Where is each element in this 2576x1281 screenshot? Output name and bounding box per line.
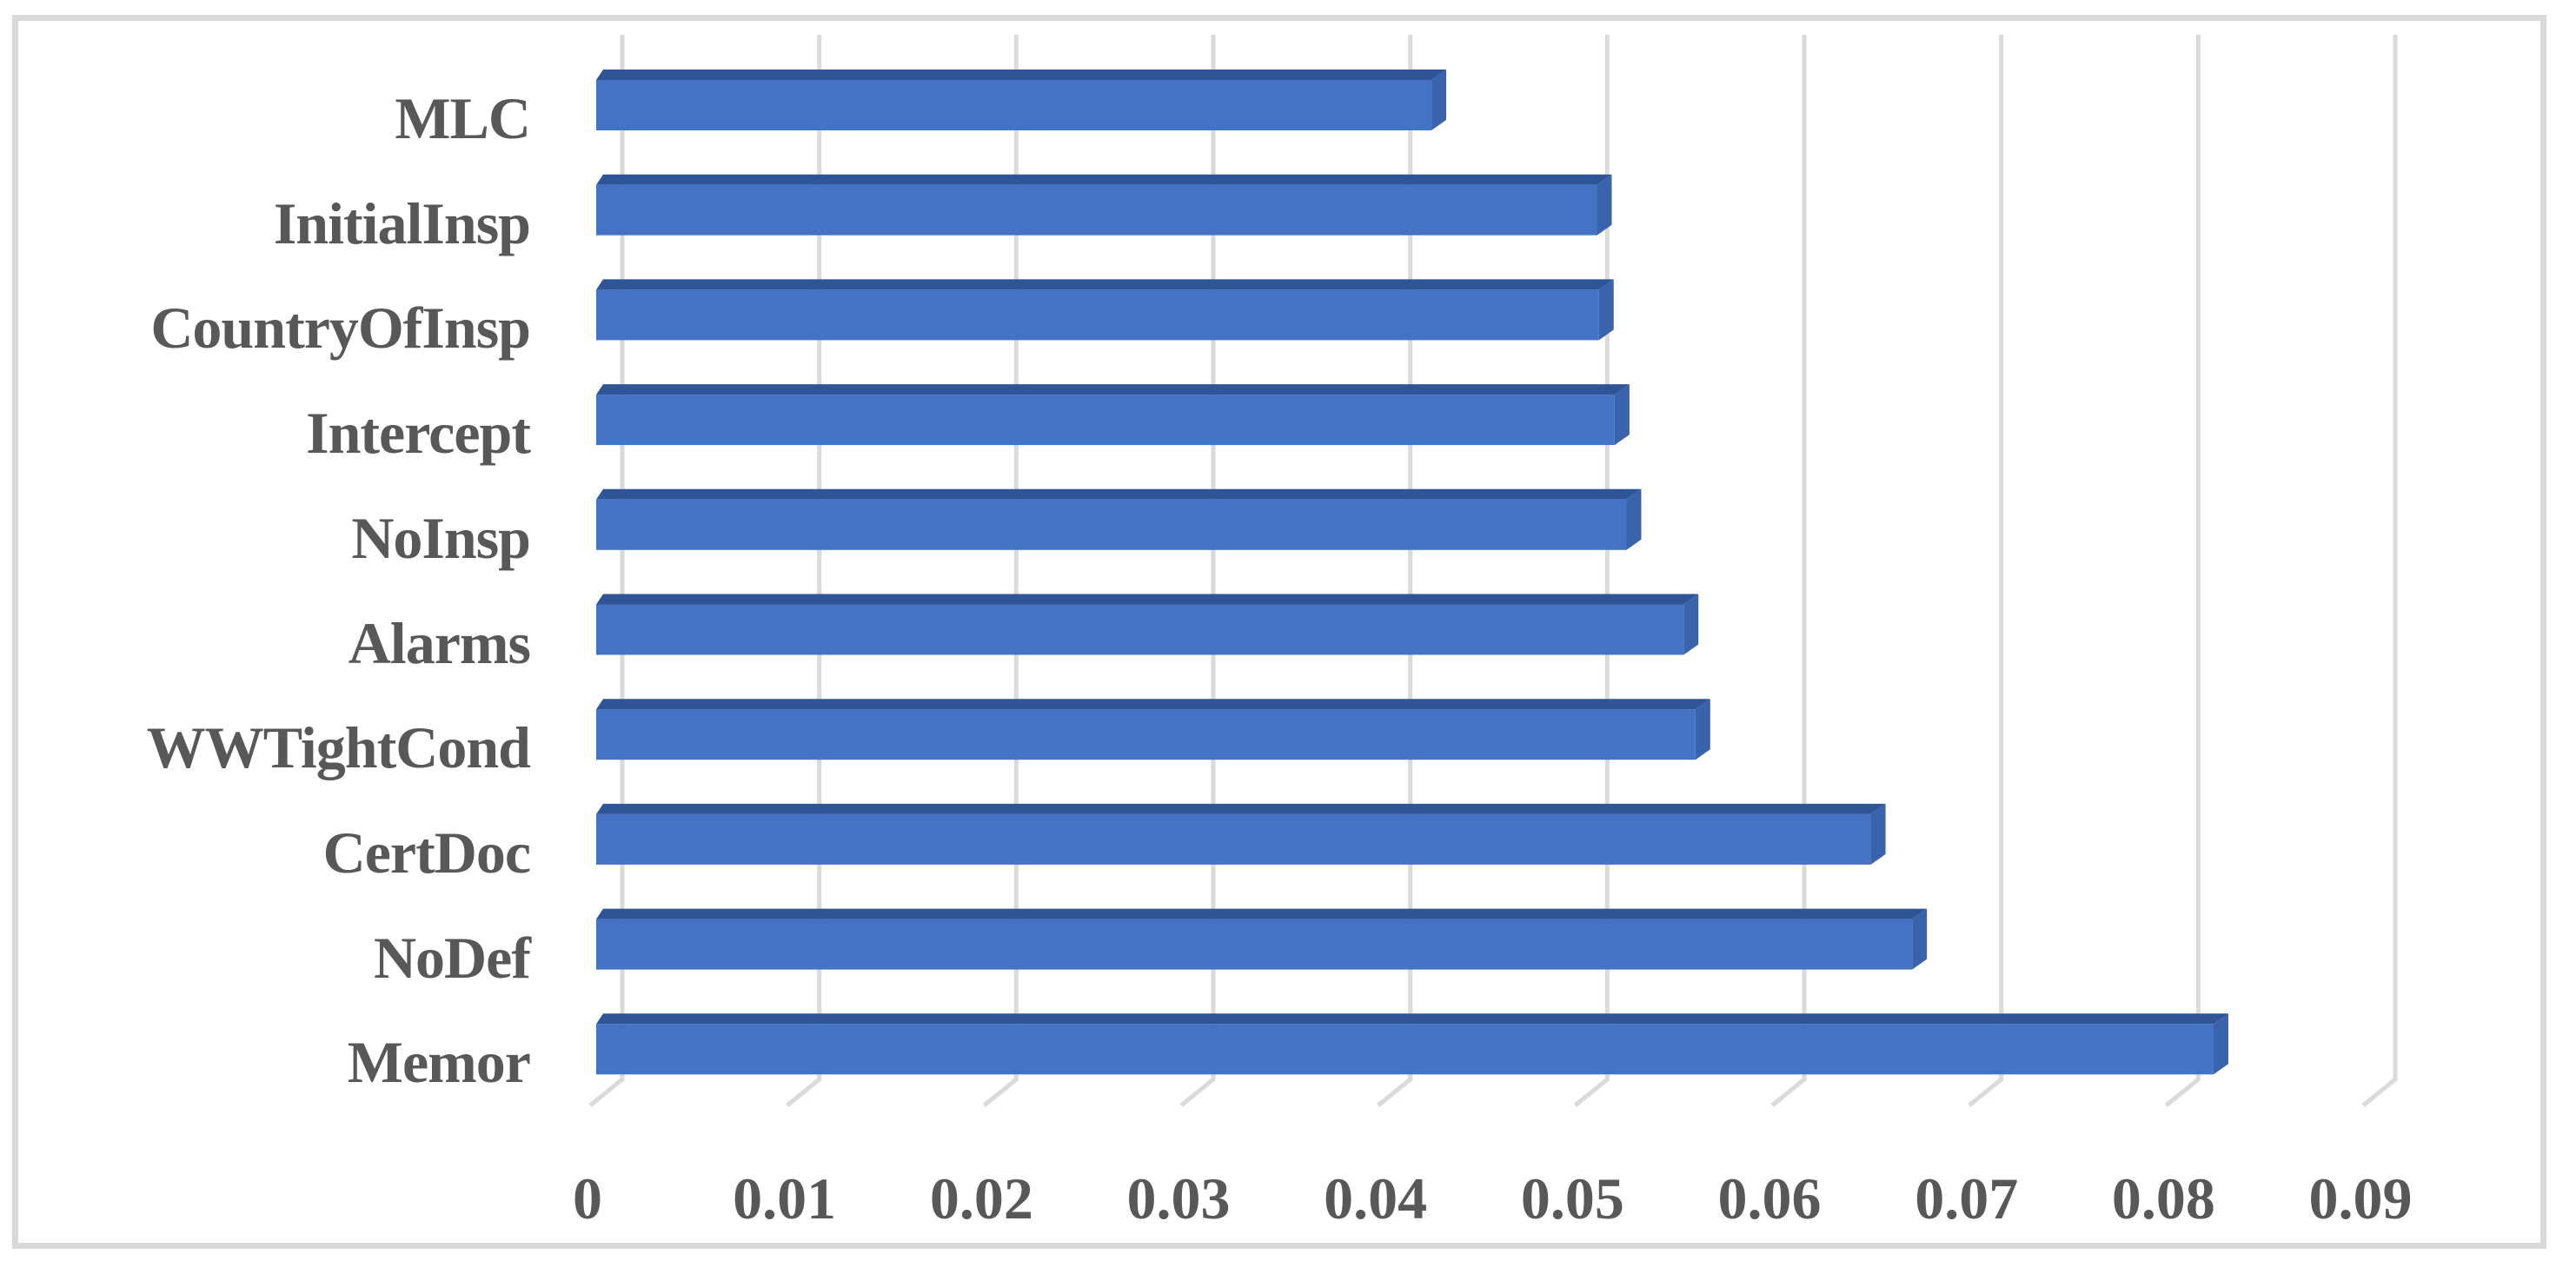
category-label: MLC bbox=[395, 85, 531, 151]
gridline bbox=[1770, 35, 1807, 1107]
x-axis-tick-label: 0.06 bbox=[1717, 1165, 1822, 1231]
bar-end-cap bbox=[1626, 488, 1642, 550]
bar-top-face bbox=[596, 384, 1630, 395]
gridline bbox=[1377, 35, 1413, 1107]
x-axis-tick-label: 0.07 bbox=[1915, 1165, 2019, 1231]
x-axis-tick-label: 0 bbox=[573, 1165, 602, 1231]
category-label: InitialInsp bbox=[273, 189, 531, 256]
bar-front-face bbox=[596, 184, 1597, 236]
x-axis-tick-label: 0.03 bbox=[1126, 1165, 1231, 1231]
x-axis-tick-label: 0.01 bbox=[733, 1165, 837, 1231]
bar-top-face bbox=[596, 70, 1447, 80]
bar-top-face bbox=[596, 488, 1642, 500]
x-axis-tick-label: 0.05 bbox=[1520, 1165, 1624, 1231]
x-axis-tick-label: 0.08 bbox=[2111, 1165, 2215, 1231]
bar-top-face bbox=[596, 908, 1928, 919]
gridline bbox=[588, 35, 625, 1107]
gridline bbox=[1968, 35, 2004, 1107]
x-axis-tick-label: 0.04 bbox=[1324, 1165, 1428, 1231]
category-label: Intercept bbox=[306, 400, 531, 467]
bar-front-face bbox=[596, 395, 1615, 446]
bar-end-cap bbox=[1431, 70, 1447, 130]
bar-end-cap bbox=[1695, 699, 1710, 760]
category-label: CertDoc bbox=[322, 819, 531, 886]
bar-front-face bbox=[596, 289, 1599, 341]
bar-top-face bbox=[596, 699, 1710, 710]
category-label: NoDef bbox=[373, 924, 531, 991]
x-axis-tick-label: 0.09 bbox=[2308, 1165, 2413, 1231]
bar-top-face bbox=[596, 1013, 2228, 1025]
gridline bbox=[2361, 35, 2398, 1107]
bar-end-cap bbox=[1598, 279, 1614, 341]
bar-end-cap bbox=[1912, 908, 1928, 970]
bar-end-cap bbox=[1614, 384, 1630, 446]
bar-top-face bbox=[596, 174, 1612, 185]
bar-front-face bbox=[596, 813, 1871, 865]
bar-end-cap bbox=[1597, 174, 1612, 236]
gridline bbox=[1573, 35, 1610, 1107]
category-label: WWTightCond bbox=[146, 714, 531, 781]
bar-front-face bbox=[596, 604, 1684, 655]
gridline bbox=[1179, 35, 1216, 1107]
gridline bbox=[786, 35, 822, 1107]
gridline bbox=[2164, 35, 2201, 1107]
category-label: Alarms bbox=[348, 609, 531, 676]
bar-front-face bbox=[596, 1024, 2214, 1075]
chart-frame-border bbox=[12, 15, 2546, 1249]
bar-top-face bbox=[596, 594, 1699, 605]
bar-front-face bbox=[596, 709, 1696, 760]
bar-front-face bbox=[596, 499, 1627, 550]
bar-front-face bbox=[596, 919, 1913, 970]
bar-end-cap bbox=[2213, 1013, 2228, 1075]
bar-top-face bbox=[596, 279, 1614, 290]
bar-end-cap bbox=[1870, 803, 1886, 865]
bar-top-face bbox=[596, 803, 1886, 814]
category-label: Memor bbox=[347, 1029, 531, 1096]
bar-end-cap bbox=[1683, 594, 1699, 655]
category-label: CountryOfInsp bbox=[150, 295, 531, 362]
bar-front-face bbox=[596, 80, 1432, 130]
x-axis-tick-label: 0.02 bbox=[929, 1165, 1033, 1231]
gridline bbox=[982, 35, 1019, 1107]
category-label: NoInsp bbox=[351, 504, 531, 571]
